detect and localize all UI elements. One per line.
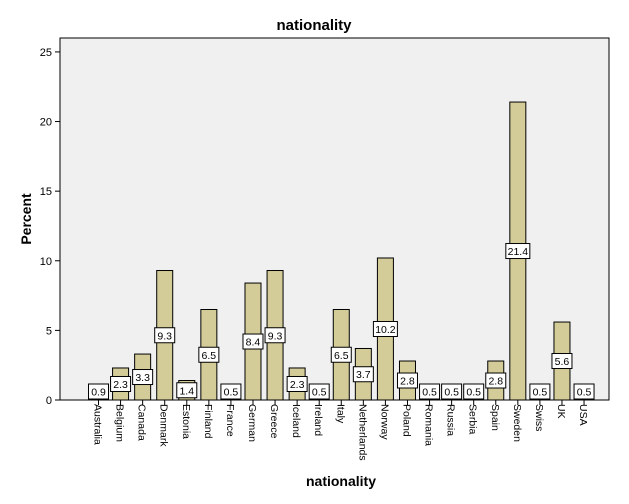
data-label: 0.5 — [224, 387, 239, 399]
data-label-box — [396, 372, 418, 389]
data-label-box — [529, 383, 551, 400]
x-tick-label: Canada — [136, 404, 148, 441]
data-label-box — [505, 243, 531, 260]
data-label-box — [110, 375, 132, 392]
x-tick-label: Sweden — [511, 404, 523, 442]
data-label: 6.5 — [202, 350, 217, 362]
x-tick-label: Norway — [378, 404, 390, 440]
data-label-box — [88, 383, 109, 400]
x-tick-label: Swiss — [533, 404, 545, 431]
x-tick-label: USA — [577, 404, 589, 426]
data-label-box — [198, 346, 220, 363]
x-tick-label: Italy — [334, 404, 346, 424]
data-label-box — [154, 327, 176, 344]
x-axis: Australia Belgium Canada Denmark Estonia Finl… — [92, 400, 589, 461]
data-label: 3.3 — [135, 372, 150, 384]
x-tick-label: Serbia — [467, 404, 479, 435]
x-tick-label: UK — [555, 404, 567, 419]
x-tick-label: Russia — [445, 404, 457, 436]
data-label-box — [264, 327, 286, 344]
x-tick-label: Poland — [400, 404, 412, 437]
data-label-box — [573, 383, 595, 400]
x-tick-label: Romania — [423, 404, 435, 446]
y-tick-label: 10 — [40, 256, 52, 268]
x-tick-label: Finland — [202, 404, 214, 439]
data-labels: 0.9 2.3 3.3 9.3 1.4 6.5 0.5 8.4 9.3 2.3 0.5 6.5 3.7 1… — [88, 243, 595, 400]
chart-title: nationality — [276, 17, 352, 34]
y-tick-label: 20 — [40, 117, 52, 129]
x-tick-label: Greece — [268, 404, 280, 439]
data-label: 0.5 — [533, 387, 548, 399]
x-tick-label: Spain — [489, 404, 501, 431]
data-label-box — [419, 383, 441, 400]
x-tick-label: Estonia — [180, 404, 192, 439]
y-axis-title: Percent — [18, 193, 34, 245]
data-label-box — [132, 369, 154, 386]
data-label: 0.9 — [91, 387, 106, 399]
data-label: 9.3 — [157, 330, 172, 342]
y-tick-label: 15 — [40, 186, 52, 198]
data-label: 0.5 — [444, 387, 459, 399]
data-label-box — [485, 372, 507, 389]
data-label: 0.5 — [577, 387, 592, 399]
data-label: 0.5 — [466, 387, 481, 399]
data-label-box — [463, 383, 485, 400]
data-label-box — [352, 366, 374, 383]
data-label: 0.5 — [312, 387, 327, 399]
data-label-box — [242, 333, 264, 350]
x-tick-label: German — [246, 404, 258, 442]
data-label-box — [308, 383, 330, 400]
data-label-box — [330, 346, 352, 363]
x-tick-label: France — [224, 404, 236, 437]
x-tick-label: Belgium — [114, 404, 126, 442]
x-tick-label: Ireland — [312, 404, 324, 436]
y-tick-label: 25 — [40, 47, 52, 59]
data-label: 2.8 — [400, 376, 415, 388]
y-axis: 0 5 10 15 20 25 — [40, 47, 60, 407]
data-label: 3.7 — [356, 369, 371, 381]
data-label-box — [551, 353, 573, 370]
data-label: 21.4 — [508, 246, 529, 258]
data-label: 10.2 — [375, 324, 396, 336]
data-label: 2.8 — [488, 376, 503, 388]
data-label: 2.3 — [113, 379, 128, 391]
data-label: 0.5 — [422, 387, 437, 399]
data-label-box — [372, 320, 398, 337]
data-label-box — [441, 383, 463, 400]
x-tick-label: Netherlands — [356, 404, 368, 461]
x-tick-label: Iceland — [290, 404, 302, 438]
data-label: 2.3 — [290, 379, 305, 391]
y-tick-label: 0 — [46, 395, 52, 407]
data-label: 5.6 — [555, 356, 570, 368]
data-label-box — [220, 383, 242, 400]
data-label: 1.4 — [179, 385, 194, 397]
y-tick-label: 5 — [46, 325, 52, 337]
x-tick-label: Australia — [92, 404, 104, 445]
x-tick-label: Denmark — [158, 404, 170, 447]
data-label: 9.3 — [268, 330, 283, 342]
data-label: 6.5 — [334, 350, 349, 362]
data-label: 8.4 — [246, 337, 261, 349]
x-axis-title: nationality — [306, 473, 376, 489]
data-label-box — [286, 375, 308, 392]
data-label-box — [176, 382, 198, 399]
